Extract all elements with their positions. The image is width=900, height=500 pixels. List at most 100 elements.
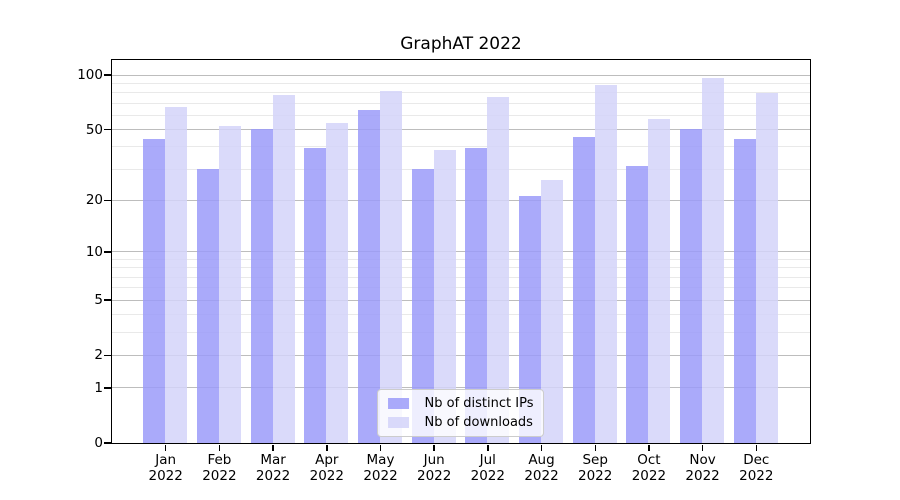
minor-gridline [111,168,810,170]
x-tick-year: 2022 [631,468,667,484]
bar-downloads [326,123,349,443]
x-tick-label: Jul 2022 [458,452,518,484]
x-tick-mark [272,444,274,451]
major-gridline [111,387,810,389]
bar-distinct-ips [572,137,595,443]
x-tick-year: 2022 [417,468,452,484]
grid-layer [111,60,810,443]
x-tick-year: 2022 [148,468,183,484]
y-tick-mark [104,299,111,301]
y-tick-label: 2 [94,347,103,364]
x-tick-mark [379,444,382,451]
x-tick-mark [487,444,489,451]
x-tick-month: Dec [743,452,770,468]
x-tick-label: Sep 2022 [565,452,625,484]
y-tick-mark [104,354,111,357]
bar-distinct-ips [411,168,434,443]
y-tick-label: 1 [94,379,103,396]
minor-gridline [111,102,810,104]
bar-downloads [648,118,671,443]
legend-label-downloads: Nb of downloads [424,414,533,430]
legend-label-distinct-ips: Nb of distinct IPs [424,395,534,411]
major-gridline [111,299,810,301]
y-tick-label: 5 [94,292,103,309]
x-tick-year: 2022 [363,468,398,484]
x-tick-label: Mar 2022 [243,452,303,484]
minor-gridline [111,276,810,278]
minor-gridline [111,287,810,289]
x-tick-year: 2022 [255,468,291,484]
x-tick-month: Jul [479,452,496,468]
bar-downloads [702,77,725,443]
x-tick-month: Nov [689,452,716,468]
x-tick-year: 2022 [524,468,559,484]
x-tick-mark [540,444,543,451]
major-gridline [111,129,810,130]
x-tick-label: Aug 2022 [512,452,572,484]
x-tick-month: Oct [637,452,661,468]
y-tick-label: 50 [85,121,103,138]
bar-downloads [594,84,617,443]
y-tick-mark [104,251,111,253]
y-tick-label: 20 [85,192,103,209]
x-tick-month: May [366,452,395,468]
bar-downloads [218,126,241,443]
y-tick-mark [104,199,111,201]
y-tick-label: 100 [77,67,103,84]
major-gridline [111,251,810,253]
minor-gridline [111,314,810,316]
x-tick-mark [164,444,167,451]
minor-gridline [111,332,810,333]
minor-gridline [111,92,810,94]
x-tick-year: 2022 [470,468,505,484]
x-tick-month: Aug [528,452,555,468]
x-tick-mark [433,444,435,451]
bar-distinct-ips [304,148,327,443]
major-gridline [111,199,810,201]
bar-downloads [380,91,402,443]
bar-distinct-ips [465,148,488,443]
bar-distinct-ips [143,139,166,443]
x-tick-year: 2022 [309,468,344,484]
minor-gridline [111,146,810,148]
y-tick-mark [104,442,111,444]
x-tick-mark [594,444,596,451]
minor-gridline [111,267,810,269]
x-tick-mark [218,444,221,451]
major-gridline [111,74,810,76]
x-tick-label: Jun 2022 [404,452,464,484]
bar-distinct-ips [196,168,219,443]
chart-title: GraphAT 2022 [400,34,522,54]
bars-layer [112,60,810,443]
x-tick-mark [326,444,328,451]
x-tick-month: Mar [260,452,286,468]
bar-distinct-ips [250,129,273,443]
x-tick-mark [648,444,650,451]
x-tick-label: Dec 2022 [726,452,786,484]
x-tick-month: Jun [423,452,445,468]
x-tick-month: Apr [315,452,339,468]
minor-gridline [111,258,810,260]
x-tick-year: 2022 [739,468,774,484]
x-tick-label: Jan 2022 [136,452,196,484]
legend-item-distinct-ips: Nb of distinct IPs [387,395,534,411]
x-tick-mark [755,444,758,451]
legend-swatch-distinct-ips [387,397,409,409]
x-tick-year: 2022 [578,468,613,484]
x-tick-label: Oct 2022 [619,452,679,484]
x-tick-label: May 2022 [351,452,411,484]
x-tick-year: 2022 [202,468,237,484]
x-tick-label: Apr 2022 [297,452,357,484]
x-tick-mark [701,444,704,451]
major-gridline [111,354,810,356]
x-tick-month: Sep [582,452,608,468]
y-tick-label: 0 [94,435,103,451]
y-tick-label: 10 [85,243,103,260]
legend: Nb of distinct IPs Nb of downloads [376,388,545,437]
plot-area: Nb of distinct IPs Nb of downloads [110,58,811,444]
x-tick-month: Feb [207,452,232,468]
y-tick-mark [104,128,111,131]
x-tick-year: 2022 [685,468,720,484]
bar-distinct-ips [680,129,703,443]
